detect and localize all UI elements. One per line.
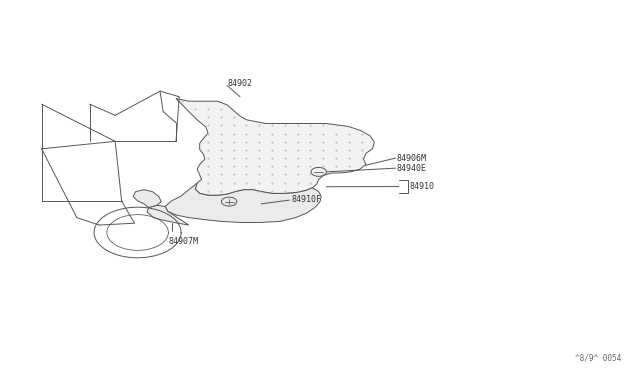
Text: 84907M: 84907M (168, 237, 198, 246)
Polygon shape (176, 99, 374, 195)
Text: 84940E: 84940E (397, 164, 427, 173)
Text: 84910: 84910 (410, 182, 435, 191)
Text: 84902: 84902 (227, 79, 252, 88)
Text: 84910F: 84910F (291, 195, 321, 203)
Text: 84906M: 84906M (397, 154, 427, 163)
Polygon shape (133, 190, 161, 208)
Text: ^8/9^ 0054: ^8/9^ 0054 (575, 354, 621, 363)
Polygon shape (165, 183, 321, 222)
Polygon shape (147, 205, 189, 225)
